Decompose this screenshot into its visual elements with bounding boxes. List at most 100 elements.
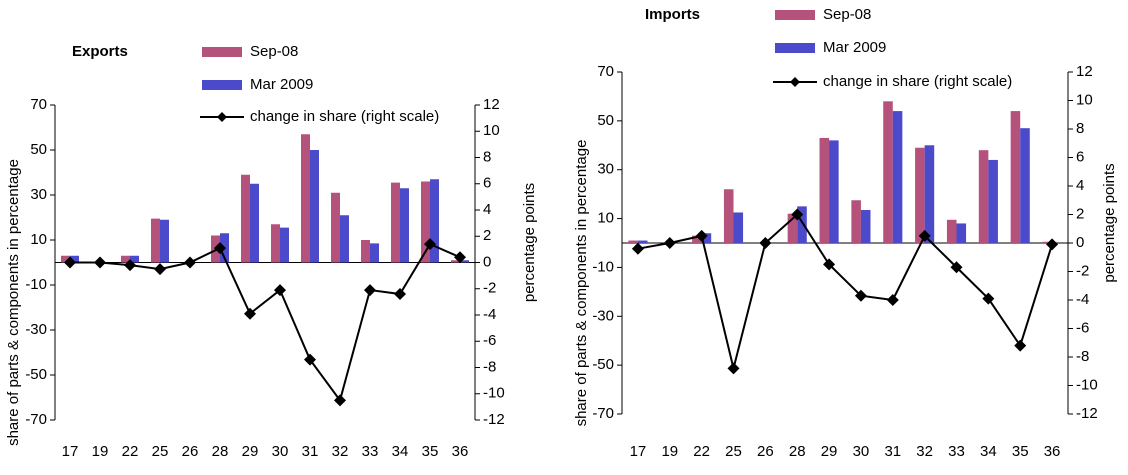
x-tick-label: 36: [452, 443, 469, 460]
x-tick-label: 26: [182, 443, 199, 460]
y2-axis-label: percentage points: [1101, 163, 1118, 282]
y-axis-label: share of parts & components in percentag…: [573, 140, 590, 427]
bar: [946, 219, 957, 243]
x-tick-label: 33: [948, 443, 965, 460]
y2-tick-label: -4: [1076, 291, 1089, 308]
y2-tick-label: 4: [483, 201, 491, 218]
legend-swatch: [775, 43, 815, 53]
y-tick-label: -10: [25, 276, 47, 293]
x-tick-label: 28: [212, 443, 229, 460]
y2-tick-label: -12: [1076, 405, 1098, 422]
y-tick-label: -30: [592, 307, 614, 324]
line-marker: [631, 242, 644, 255]
bar: [61, 255, 70, 263]
x-tick-label: 35: [422, 443, 439, 460]
y-tick-label: -50: [25, 366, 47, 383]
bar: [340, 215, 349, 263]
bar: [883, 101, 893, 243]
x-tick-label: 32: [332, 443, 349, 460]
y2-tick-label: 2: [1076, 205, 1084, 222]
legend-swatch: [202, 80, 242, 90]
y-tick-label: 70: [30, 96, 47, 113]
y-tick-label: 30: [30, 186, 47, 203]
bar: [892, 111, 903, 243]
line-marker: [823, 258, 836, 271]
bar: [70, 255, 79, 263]
line-marker: [124, 259, 136, 272]
legend-marker: [790, 77, 800, 87]
line-marker: [394, 288, 406, 300]
line-marker: [304, 353, 316, 366]
line-marker: [950, 261, 963, 274]
y2-tick-label: -10: [483, 385, 505, 402]
bar: [451, 260, 460, 263]
x-tick-label: 29: [821, 443, 838, 460]
bar: [250, 183, 259, 263]
x-tick-label: 32: [916, 443, 933, 460]
bar: [860, 210, 871, 243]
legend-label: Mar 2009: [823, 39, 886, 56]
bar: [460, 260, 469, 263]
legend-marker: [217, 112, 227, 122]
line-marker: [1046, 238, 1059, 251]
x-tick-label: 30: [272, 443, 289, 460]
x-tick-label: 17: [62, 443, 79, 460]
line-marker: [424, 238, 436, 251]
y2-tick-label: 10: [483, 122, 500, 139]
bar: [988, 159, 998, 243]
bar: [400, 188, 409, 263]
y-tick-label: 10: [30, 231, 47, 248]
bar: [628, 240, 638, 243]
x-tick-label: 28: [789, 443, 806, 460]
bar: [978, 150, 989, 243]
bar: [915, 147, 925, 243]
y-tick-label: -50: [592, 356, 614, 373]
bar: [924, 145, 935, 243]
bar: [391, 182, 400, 263]
legend-label: change in share (right scale): [823, 73, 1012, 90]
y-tick-label: -30: [25, 321, 47, 338]
bar: [361, 240, 370, 263]
bar: [301, 134, 310, 263]
y2-tick-label: -2: [1076, 262, 1089, 279]
x-tick-label: 25: [725, 443, 742, 460]
legend-label: Mar 2009: [250, 76, 313, 93]
y2-axis-label: percentage points: [521, 183, 538, 302]
x-tick-label: 30: [853, 443, 870, 460]
line-marker: [334, 394, 346, 407]
bar: [829, 140, 839, 243]
line-marker: [918, 229, 931, 242]
line-marker: [214, 242, 226, 255]
y2-tick-label: 2: [483, 227, 491, 244]
bar: [1010, 111, 1021, 243]
x-tick-label: 31: [302, 443, 319, 460]
y2-tick-label: -6: [483, 332, 496, 349]
y-axis-label: share of parts & components in percentag…: [5, 159, 22, 446]
y2-tick-label: -10: [1076, 376, 1098, 393]
line-marker: [886, 294, 899, 306]
x-tick-label: 25: [152, 443, 169, 460]
y2-tick-label: -2: [483, 280, 496, 297]
x-tick-label: 33: [362, 443, 379, 460]
bar: [160, 219, 169, 263]
bar: [1020, 128, 1030, 243]
x-tick-label: 29: [242, 443, 259, 460]
bar: [733, 212, 744, 243]
x-tick-label: 36: [1044, 443, 1061, 460]
y-tick-label: 70: [597, 63, 614, 80]
legend-label: Sep-08: [250, 43, 298, 60]
bar: [130, 255, 139, 263]
line-marker: [94, 256, 106, 269]
bar: [701, 233, 712, 243]
y2-tick-label: -8: [483, 358, 496, 375]
bar: [723, 189, 734, 243]
y2-tick-label: 12: [1076, 63, 1093, 80]
bar: [271, 224, 280, 263]
bar: [121, 255, 130, 263]
x-tick-label: 19: [92, 443, 109, 460]
bar: [421, 181, 430, 263]
y-tick-label: 50: [597, 112, 614, 129]
legend-swatch: [202, 47, 242, 57]
line-marker: [759, 237, 772, 249]
